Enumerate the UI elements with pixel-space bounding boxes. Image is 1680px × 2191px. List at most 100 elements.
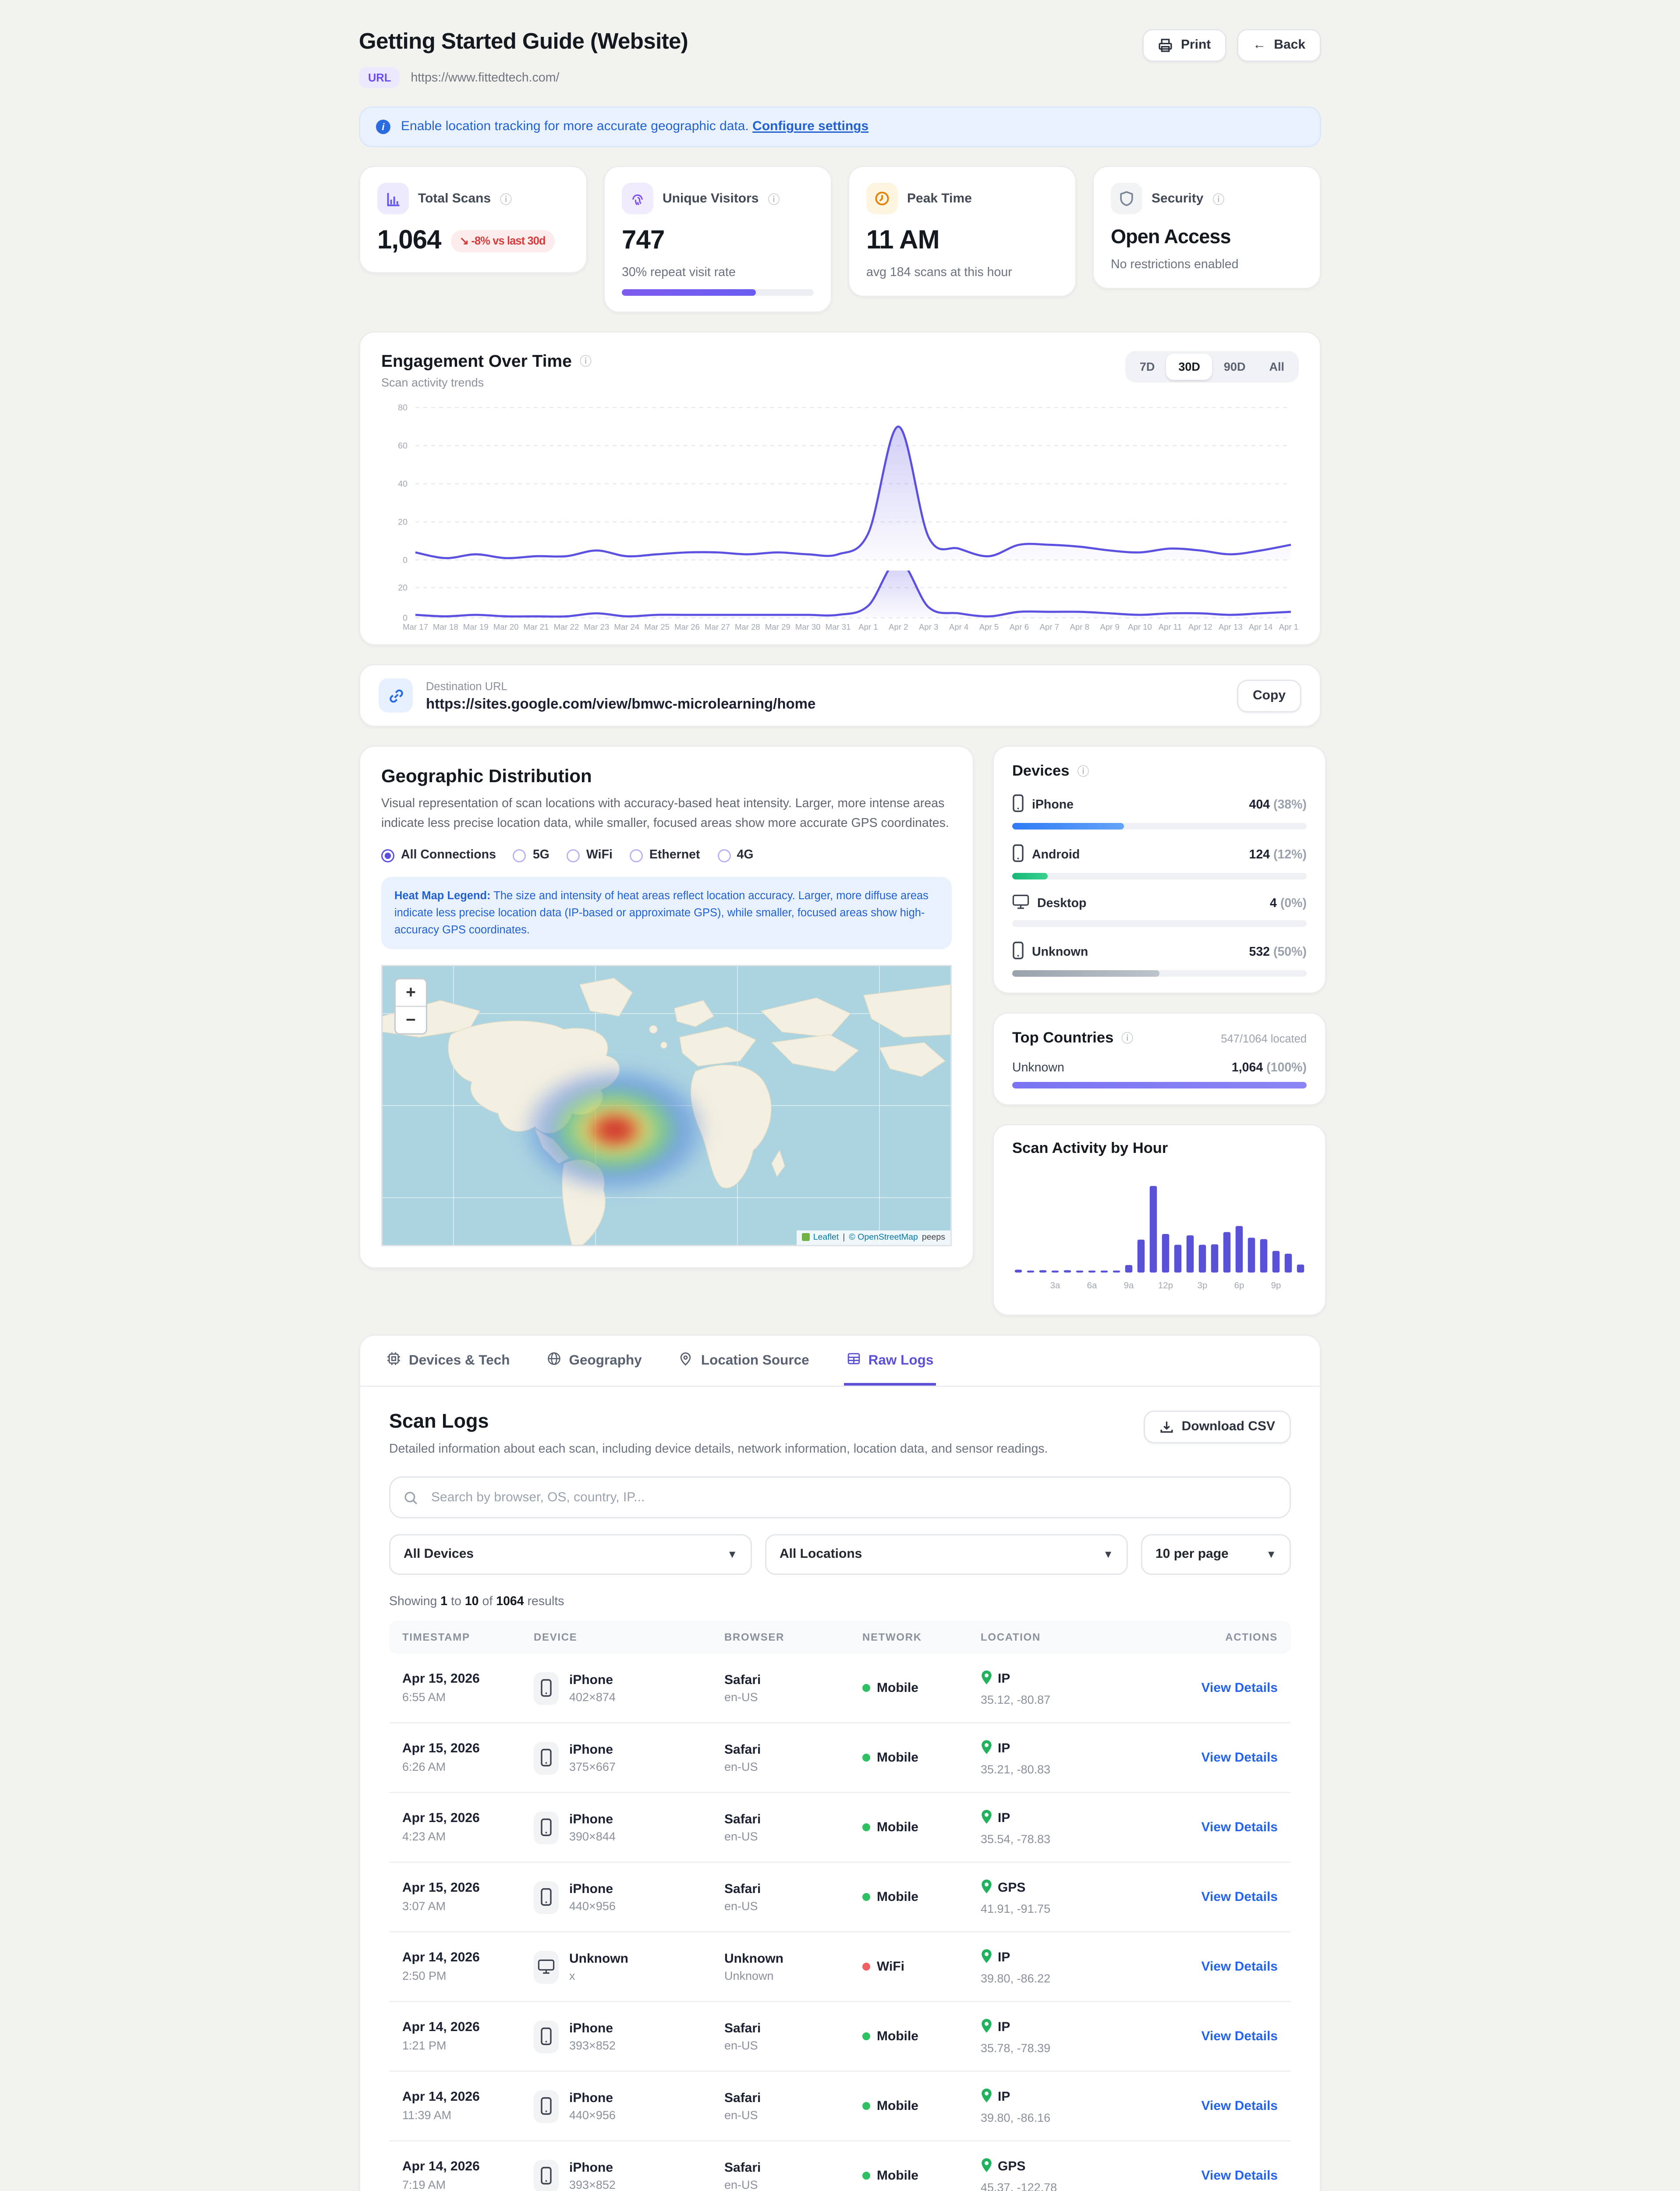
download-csv-button[interactable]: Download CSV [1144,1411,1291,1443]
network-status-dot [862,2172,870,2180]
info-icon[interactable]: ⓘ [500,190,512,207]
info-icon[interactable]: ⓘ [1212,190,1224,207]
phone-icon [534,2020,559,2053]
device-bar [1012,920,1307,927]
total-scans-value: 1,064 [377,226,441,256]
svg-text:Apr 4: Apr 4 [949,622,968,631]
network-status-dot [862,1963,870,1971]
globe-icon [547,1351,561,1370]
svg-text:Mar 25: Mar 25 [644,622,670,631]
map-pin-icon [981,1948,992,1968]
svg-text:Mar 20: Mar 20 [493,622,519,631]
info-icon[interactable]: ⓘ [1121,1029,1133,1046]
zoom-in-button[interactable]: + [396,979,426,1007]
copy-button[interactable]: Copy [1237,679,1301,712]
svg-text:Mar 28: Mar 28 [735,622,760,631]
tab-location-source[interactable]: Location Source [676,1336,812,1386]
geographic-distribution-card: Geographic Distribution Visual represent… [359,745,974,1268]
range-90d[interactable]: 90D [1212,354,1258,380]
phone-icon [1012,794,1024,816]
engagement-subtitle: Scan activity trends [381,376,592,389]
network-cell: Mobile [862,2169,981,2183]
connection-radio-all-connections[interactable]: All Connections [381,848,496,863]
view-details-link[interactable]: View Details [1178,1960,1278,1974]
search-bar [389,1476,1291,1518]
svg-text:0: 0 [403,613,408,623]
search-input[interactable] [429,1489,1276,1506]
map-pin-icon [981,2088,992,2107]
connection-radio-wifi[interactable]: WiFi [567,848,613,863]
view-details-link[interactable]: View Details [1178,1681,1278,1695]
range-all[interactable]: All [1257,354,1296,380]
engagement-title: Engagement Over Time [381,351,572,371]
tab-raw-logs[interactable]: Raw Logs [844,1336,936,1386]
view-details-link[interactable]: View Details [1178,1820,1278,1835]
view-details-link[interactable]: View Details [1178,1751,1278,1765]
svg-text:Mar 30: Mar 30 [795,622,821,631]
svg-text:Apr 1: Apr 1 [858,622,878,631]
svg-text:Apr 12: Apr 12 [1188,622,1212,631]
network-cell: Mobile [862,1751,981,1765]
located-count: 547/1064 located [1221,1032,1307,1045]
radio-icon [630,849,643,862]
download-icon [1159,1420,1174,1434]
tab-geography[interactable]: Geography [544,1336,645,1386]
svg-text:Apr 3: Apr 3 [919,622,938,631]
radio-icon [567,849,580,862]
per-page-select[interactable]: 10 per page▼ [1141,1534,1291,1575]
view-details-link[interactable]: View Details [1178,1890,1278,1904]
connection-radio-ethernet[interactable]: Ethernet [630,848,700,863]
cpu-icon [386,1351,401,1370]
repeat-rate-bar [622,289,814,296]
view-details-link[interactable]: View Details [1178,2029,1278,2044]
clock-icon [866,183,898,214]
scan-logs-description: Detailed information about each scan, in… [389,1442,1048,1457]
map-pin-icon [981,1739,992,1759]
location-filter-select[interactable]: All Locations▼ [765,1534,1128,1575]
search-icon [404,1490,418,1505]
configure-settings-link[interactable]: Configure settings [752,120,868,134]
map-pin-icon [981,2018,992,2038]
tab-devices-tech[interactable]: Devices & Tech [384,1336,513,1386]
device-filter-select[interactable]: All Devices▼ [389,1534,752,1575]
view-details-link[interactable]: View Details [1178,2099,1278,2113]
osm-link[interactable]: © OpenStreetMap [849,1233,918,1242]
svg-text:Mar 23: Mar 23 [584,622,609,631]
range-7d[interactable]: 7D [1128,354,1167,380]
radio-icon [513,849,526,862]
heat-map[interactable]: + − Leaflet | © OpenStreetMap peeps [381,964,952,1246]
security-sub: No restrictions enabled [1111,258,1303,272]
connection-radio-4g[interactable]: 4G [717,848,754,863]
leaflet-icon [801,1234,809,1241]
view-details-link[interactable]: View Details [1178,2169,1278,2183]
info-icon[interactable]: ⓘ [1077,762,1089,780]
info-icon[interactable]: ⓘ [580,352,592,369]
svg-text:Apr 5: Apr 5 [979,622,999,631]
leaflet-link[interactable]: Leaflet [813,1233,839,1242]
country-bar [1012,1082,1307,1088]
info-icon[interactable]: ⓘ [768,190,780,207]
svg-text:Apr 6: Apr 6 [1010,622,1029,631]
range-30d[interactable]: 30D [1166,354,1212,380]
zoom-out-button[interactable]: − [396,1007,426,1033]
phone-icon [534,1672,559,1705]
back-button[interactable]: ← Back [1237,29,1321,62]
print-button[interactable]: Print [1143,29,1226,62]
source-url: https://www.fittedtech.com/ [411,71,559,85]
svg-text:6p: 6p [1234,1281,1244,1290]
radio-icon [381,849,394,862]
svg-text:Mar 17: Mar 17 [403,622,428,631]
scan-logs-title: Scan Logs [389,1411,1048,1433]
connection-radio-5g[interactable]: 5G [513,848,549,863]
